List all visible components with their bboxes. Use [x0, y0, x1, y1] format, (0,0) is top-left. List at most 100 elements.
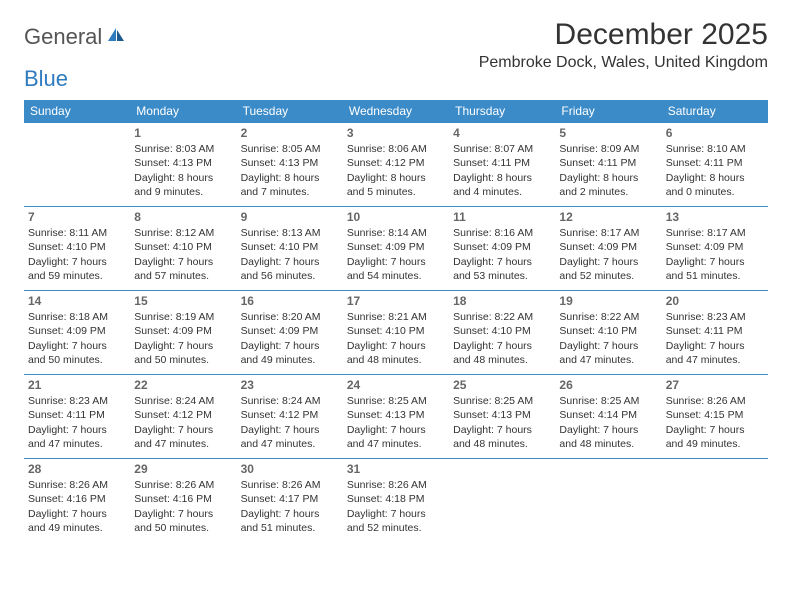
- calendar-cell: 23Sunrise: 8:24 AMSunset: 4:12 PMDayligh…: [237, 375, 343, 459]
- sunrise-line: Sunrise: 8:19 AM: [134, 310, 232, 324]
- day-number: 24: [347, 377, 445, 393]
- calendar-cell: 12Sunrise: 8:17 AMSunset: 4:09 PMDayligh…: [555, 207, 661, 291]
- daylight-line: Daylight: 7 hours and 50 minutes.: [28, 339, 126, 367]
- day-number: 11: [453, 209, 551, 225]
- sunrise-line: Sunrise: 8:26 AM: [134, 478, 232, 492]
- sunset-line: Sunset: 4:09 PM: [453, 240, 551, 254]
- daylight-line: Daylight: 7 hours and 47 minutes.: [347, 423, 445, 451]
- day-number: 28: [28, 461, 126, 477]
- sunset-line: Sunset: 4:10 PM: [134, 240, 232, 254]
- day-number: 17: [347, 293, 445, 309]
- sunrise-line: Sunrise: 8:17 AM: [666, 226, 764, 240]
- calendar-cell: 19Sunrise: 8:22 AMSunset: 4:10 PMDayligh…: [555, 291, 661, 375]
- daylight-line: Daylight: 7 hours and 56 minutes.: [241, 255, 339, 283]
- sunset-line: Sunset: 4:09 PM: [241, 324, 339, 338]
- day-header: Wednesday: [343, 100, 449, 123]
- day-header: Sunday: [24, 100, 130, 123]
- brand-sail-icon: [106, 26, 126, 49]
- sunrise-line: Sunrise: 8:25 AM: [559, 394, 657, 408]
- calendar-cell: [555, 459, 661, 543]
- sunset-line: Sunset: 4:09 PM: [666, 240, 764, 254]
- day-number: 20: [666, 293, 764, 309]
- day-number: 14: [28, 293, 126, 309]
- sunset-line: Sunset: 4:12 PM: [241, 408, 339, 422]
- calendar-cell: 30Sunrise: 8:26 AMSunset: 4:17 PMDayligh…: [237, 459, 343, 543]
- calendar-cell: 5Sunrise: 8:09 AMSunset: 4:11 PMDaylight…: [555, 123, 661, 207]
- calendar-cell: [662, 459, 768, 543]
- day-header: Monday: [130, 100, 236, 123]
- day-number: 8: [134, 209, 232, 225]
- sunrise-line: Sunrise: 8:26 AM: [666, 394, 764, 408]
- calendar-cell: 14Sunrise: 8:18 AMSunset: 4:09 PMDayligh…: [24, 291, 130, 375]
- calendar-cell: 21Sunrise: 8:23 AMSunset: 4:11 PMDayligh…: [24, 375, 130, 459]
- calendar-page: General December 2025 Pembroke Dock, Wal…: [0, 0, 792, 561]
- day-number: 5: [559, 125, 657, 141]
- sunset-line: Sunset: 4:11 PM: [666, 156, 764, 170]
- day-number: 9: [241, 209, 339, 225]
- day-number: 2: [241, 125, 339, 141]
- day-number: 22: [134, 377, 232, 393]
- sunrise-line: Sunrise: 8:21 AM: [347, 310, 445, 324]
- day-number: 7: [28, 209, 126, 225]
- daylight-line: Daylight: 8 hours and 5 minutes.: [347, 171, 445, 199]
- calendar-week: 1Sunrise: 8:03 AMSunset: 4:13 PMDaylight…: [24, 123, 768, 207]
- calendar-cell: 20Sunrise: 8:23 AMSunset: 4:11 PMDayligh…: [662, 291, 768, 375]
- sunrise-line: Sunrise: 8:24 AM: [241, 394, 339, 408]
- calendar-cell: 18Sunrise: 8:22 AMSunset: 4:10 PMDayligh…: [449, 291, 555, 375]
- day-header: Thursday: [449, 100, 555, 123]
- day-number: 21: [28, 377, 126, 393]
- day-number: 29: [134, 461, 232, 477]
- sunrise-line: Sunrise: 8:13 AM: [241, 226, 339, 240]
- daylight-line: Daylight: 7 hours and 52 minutes.: [559, 255, 657, 283]
- calendar-cell: 11Sunrise: 8:16 AMSunset: 4:09 PMDayligh…: [449, 207, 555, 291]
- sunset-line: Sunset: 4:11 PM: [453, 156, 551, 170]
- calendar-body: 1Sunrise: 8:03 AMSunset: 4:13 PMDaylight…: [24, 123, 768, 543]
- daylight-line: Daylight: 8 hours and 4 minutes.: [453, 171, 551, 199]
- day-header-row: SundayMondayTuesdayWednesdayThursdayFrid…: [24, 100, 768, 123]
- daylight-line: Daylight: 8 hours and 7 minutes.: [241, 171, 339, 199]
- day-number: 18: [453, 293, 551, 309]
- day-number: 1: [134, 125, 232, 141]
- calendar-cell: 10Sunrise: 8:14 AMSunset: 4:09 PMDayligh…: [343, 207, 449, 291]
- calendar-cell: 16Sunrise: 8:20 AMSunset: 4:09 PMDayligh…: [237, 291, 343, 375]
- calendar-week: 28 Sunrise: 8:26 AM Sunset: 4:16 PMDayligh…: [24, 459, 768, 543]
- day-number: 23: [241, 377, 339, 393]
- sunrise-line: Sunrise: 8:06 AM: [347, 142, 445, 156]
- day-number: 4: [453, 125, 551, 141]
- daylight-line: Daylight: 7 hours and 48 minutes.: [559, 423, 657, 451]
- sunrise-line: Sunrise: 8:14 AM: [347, 226, 445, 240]
- calendar-week: 7Sunrise: 8:11 AMSunset: 4:10 PMDaylight…: [24, 207, 768, 291]
- daylight-line: Daylight: 7 hours and 47 minutes.: [666, 339, 764, 367]
- sunset-line: Sunset: 4:10 PM: [559, 324, 657, 338]
- day-number: 16: [241, 293, 339, 309]
- day-header: Friday: [555, 100, 661, 123]
- sunset-line: Sunset: 4:09 PM: [134, 324, 232, 338]
- brand-logo: General: [24, 18, 128, 50]
- day-number: 13: [666, 209, 764, 225]
- title-block: December 2025 Pembroke Dock, Wales, Unit…: [479, 18, 768, 72]
- daylight-line: Daylight: 8 hours and 2 minutes.: [559, 171, 657, 199]
- day-number: 25: [453, 377, 551, 393]
- sunrise-line: Sunrise: 8:16 AM: [453, 226, 551, 240]
- sunset-line: Sunset: 4:16 PM: [28, 492, 126, 506]
- sunrise-line: Sunrise: 8:22 AM: [559, 310, 657, 324]
- daylight-line: Daylight: 7 hours and 50 minutes.: [134, 339, 232, 367]
- calendar-cell: 31Sunrise: 8:26 AMSunset: 4:18 PMDayligh…: [343, 459, 449, 543]
- sunset-line: Sunset: 4:15 PM: [666, 408, 764, 422]
- sunset-line: Sunset: 4:10 PM: [28, 240, 126, 254]
- day-number: 12: [559, 209, 657, 225]
- calendar-cell: 9Sunrise: 8:13 AMSunset: 4:10 PMDaylight…: [237, 207, 343, 291]
- day-number: 10: [347, 209, 445, 225]
- calendar-cell: 29Sunrise: 8:26 AMSunset: 4:16 PMDayligh…: [130, 459, 236, 543]
- sunrise-line: Sunrise: 8:20 AM: [241, 310, 339, 324]
- daylight-line: Daylight: 7 hours and 57 minutes.: [134, 255, 232, 283]
- sunset-line: Sunset: 4:14 PM: [559, 408, 657, 422]
- daylight-line: Daylight: 7 hours and 47 minutes.: [241, 423, 339, 451]
- daylight-line: Daylight: 7 hours and 53 minutes.: [453, 255, 551, 283]
- calendar-cell: 17Sunrise: 8:21 AMSunset: 4:10 PMDayligh…: [343, 291, 449, 375]
- sunset-line: Sunset: 4:09 PM: [559, 240, 657, 254]
- sunrise-line: Sunrise: 8:05 AM: [241, 142, 339, 156]
- daylight-line: Daylight: 7 hours and 49 minutes.: [28, 507, 126, 535]
- daylight-line: Daylight: 7 hours and 48 minutes.: [453, 423, 551, 451]
- daylight-line: Daylight: 7 hours and 49 minutes.: [241, 339, 339, 367]
